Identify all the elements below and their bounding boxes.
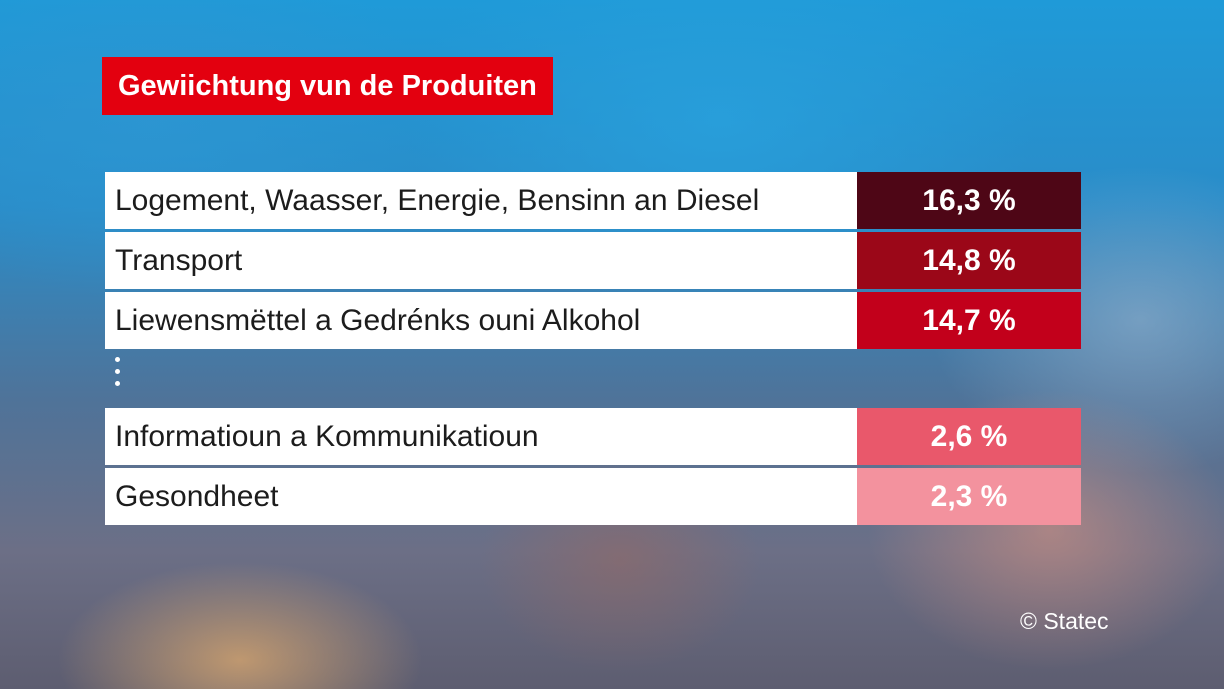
table-row: Gesondheet 2,3 % (105, 468, 1081, 525)
table-row: Liewensmëttel a Gedrénks ouni Alkohol 14… (105, 292, 1081, 349)
vertical-ellipsis-icon (111, 357, 123, 397)
source-credit: © Statec (1020, 608, 1109, 634)
chart-title: Gewiichtung vun de Produiten (102, 57, 553, 115)
row-value: 16,3 % (857, 172, 1081, 229)
row-label: Liewensmëttel a Gedrénks ouni Alkohol (105, 292, 857, 349)
row-label: Informatioun a Kommunikatioun (105, 408, 857, 465)
row-value: 2,3 % (857, 468, 1081, 525)
row-label: Logement, Waasser, Energie, Bensinn an D… (105, 172, 857, 229)
table-row: Transport 14,8 % (105, 232, 1081, 289)
row-value: 2,6 % (857, 408, 1081, 465)
table-row: Informatioun a Kommunikatioun 2,6 % (105, 408, 1081, 465)
table-row: Logement, Waasser, Energie, Bensinn an D… (105, 172, 1081, 229)
row-value: 14,8 % (857, 232, 1081, 289)
row-label: Transport (105, 232, 857, 289)
row-label: Gesondheet (105, 468, 857, 525)
row-value: 14,7 % (857, 292, 1081, 349)
